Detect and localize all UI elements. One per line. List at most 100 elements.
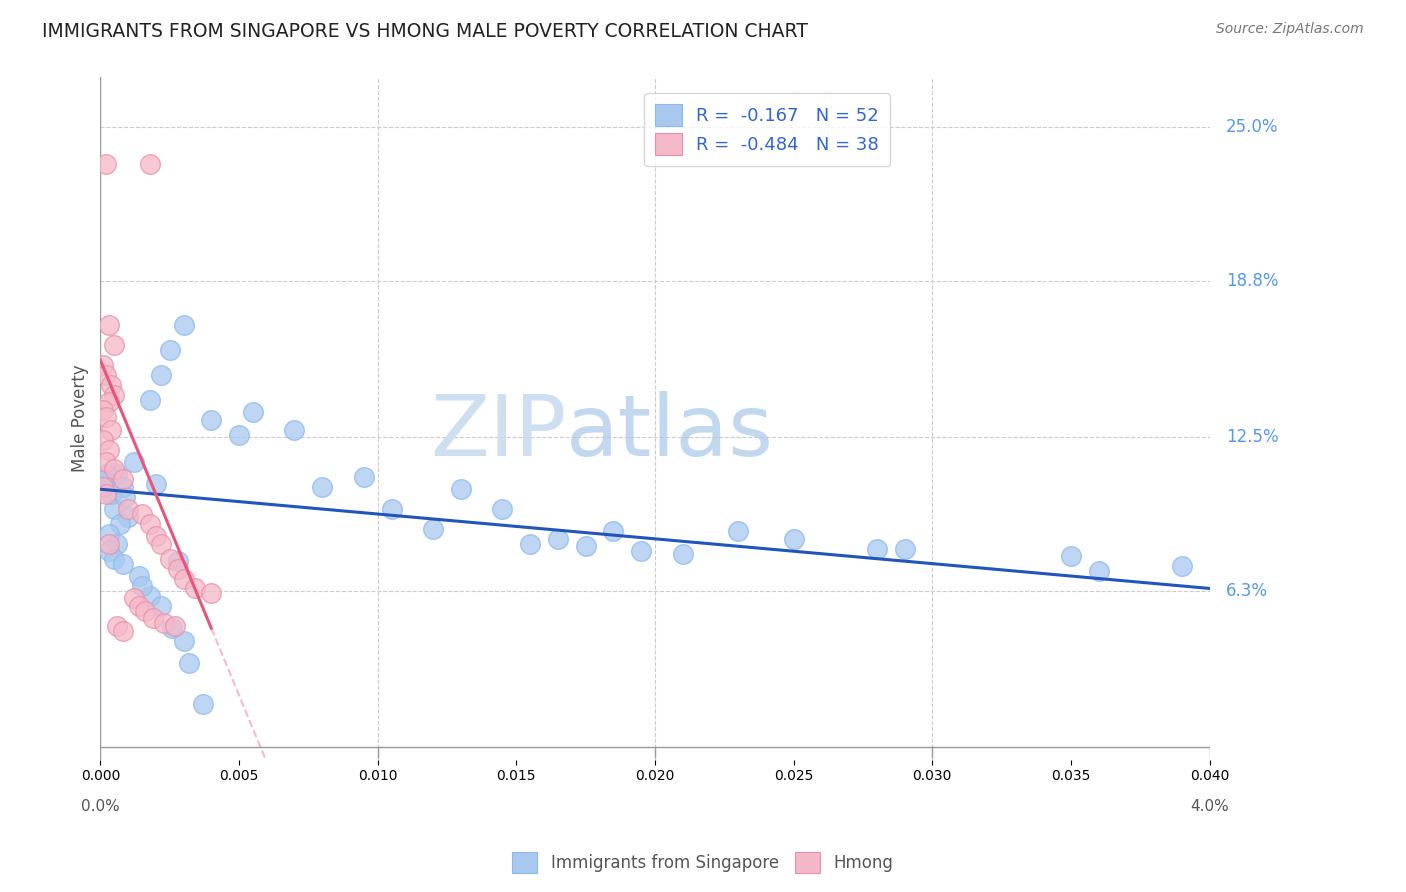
Point — [94, 368, 117, 383]
Point — [200, 586, 222, 600]
Point — [94, 157, 117, 171]
Point — [422, 522, 444, 536]
Point — [380, 502, 402, 516]
Point — [162, 621, 184, 635]
Point — [283, 423, 305, 437]
Point — [111, 557, 134, 571]
Point — [450, 482, 472, 496]
Point — [111, 480, 134, 494]
Point — [97, 537, 120, 551]
Point — [183, 582, 205, 596]
Point — [105, 467, 128, 482]
Point — [100, 378, 122, 392]
Point — [122, 455, 145, 469]
Point — [159, 343, 181, 358]
Text: atlas: atlas — [567, 391, 775, 474]
Point — [139, 516, 162, 531]
Point — [117, 509, 139, 524]
Y-axis label: Male Poverty: Male Poverty — [72, 365, 89, 473]
Text: 4.0%: 4.0% — [1189, 799, 1229, 814]
Point — [167, 554, 190, 568]
Point — [94, 455, 117, 469]
Point — [173, 572, 195, 586]
Point — [177, 656, 200, 670]
Point — [866, 541, 889, 556]
Point — [353, 470, 375, 484]
Point — [94, 467, 117, 482]
Point — [103, 462, 125, 476]
Point — [630, 544, 652, 558]
Point — [122, 591, 145, 606]
Point — [134, 604, 156, 618]
Point — [150, 599, 173, 613]
Point — [105, 537, 128, 551]
Legend: Immigrants from Singapore, Hmong: Immigrants from Singapore, Hmong — [506, 846, 900, 880]
Text: 25.0%: 25.0% — [1226, 118, 1278, 136]
Point — [150, 537, 173, 551]
Text: 0.0%: 0.0% — [82, 799, 120, 814]
Point — [602, 524, 624, 539]
Point — [159, 551, 181, 566]
Point — [97, 395, 120, 409]
Point — [131, 507, 153, 521]
Point — [108, 516, 131, 531]
Point — [173, 318, 195, 333]
Point — [131, 579, 153, 593]
Point — [91, 402, 114, 417]
Point — [91, 480, 114, 494]
Point — [150, 368, 173, 383]
Point — [105, 618, 128, 632]
Point — [173, 633, 195, 648]
Text: 6.3%: 6.3% — [1226, 582, 1268, 600]
Point — [97, 544, 120, 558]
Text: Source: ZipAtlas.com: Source: ZipAtlas.com — [1216, 22, 1364, 37]
Point — [1171, 559, 1194, 574]
Point — [242, 405, 264, 419]
Point — [97, 527, 120, 541]
Point — [228, 427, 250, 442]
Point — [575, 539, 598, 553]
Point — [100, 487, 122, 501]
Point — [103, 388, 125, 402]
Point — [91, 472, 114, 486]
Point — [145, 529, 167, 543]
Point — [114, 490, 136, 504]
Text: ZIP: ZIP — [430, 391, 567, 474]
Point — [139, 392, 162, 407]
Text: 12.5%: 12.5% — [1226, 428, 1279, 446]
Point — [91, 433, 114, 447]
Point — [111, 624, 134, 638]
Point — [491, 502, 513, 516]
Point — [200, 413, 222, 427]
Point — [128, 599, 150, 613]
Point — [117, 502, 139, 516]
Point — [672, 547, 695, 561]
Point — [893, 541, 915, 556]
Point — [97, 442, 120, 457]
Point — [97, 318, 120, 333]
Point — [103, 551, 125, 566]
Text: 18.8%: 18.8% — [1226, 272, 1278, 290]
Point — [145, 477, 167, 491]
Point — [142, 611, 165, 625]
Point — [103, 502, 125, 516]
Point — [1060, 549, 1083, 564]
Point — [519, 537, 541, 551]
Point — [547, 532, 569, 546]
Point — [100, 423, 122, 437]
Point — [91, 358, 114, 372]
Text: IMMIGRANTS FROM SINGAPORE VS HMONG MALE POVERTY CORRELATION CHART: IMMIGRANTS FROM SINGAPORE VS HMONG MALE … — [42, 22, 808, 41]
Point — [153, 616, 176, 631]
Point — [139, 157, 162, 171]
Point — [782, 532, 804, 546]
Point — [103, 338, 125, 352]
Point — [94, 410, 117, 425]
Point — [94, 487, 117, 501]
Point — [311, 480, 333, 494]
Point — [165, 618, 187, 632]
Point — [139, 589, 162, 603]
Point — [128, 569, 150, 583]
Point — [111, 472, 134, 486]
Point — [1087, 564, 1109, 578]
Point — [727, 524, 749, 539]
